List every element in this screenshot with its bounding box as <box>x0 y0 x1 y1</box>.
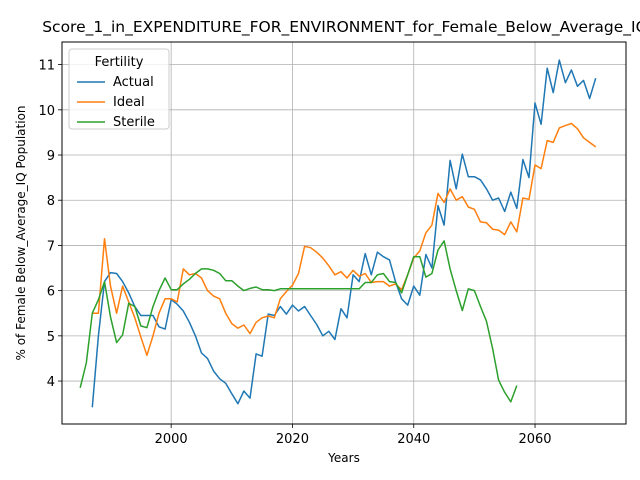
legend: Fertility Actual Ideal Sterile <box>68 48 170 130</box>
axis-ticks: 2000 2020 2040 2060 4 5 6 7 8 9 10 11 <box>38 59 551 447</box>
y-tick-label: 7 <box>47 239 55 254</box>
x-tick-label: 2060 <box>518 432 551 447</box>
legend-label-actual: Actual <box>113 75 154 90</box>
y-tick-label: 11 <box>38 59 55 74</box>
x-axis-label: Years <box>327 451 360 465</box>
y-tick-label: 8 <box>47 194 55 209</box>
y-tick-label: 6 <box>47 285 55 300</box>
series-line-actual <box>91 59 597 408</box>
legend-box <box>68 48 170 130</box>
series-line-ideal <box>92 122 597 357</box>
legend-label-sterile: Sterile <box>113 115 155 130</box>
x-tick-label: 2000 <box>155 432 188 447</box>
plot-area-frame <box>61 41 627 425</box>
y-axis-label: % of Female Below_Average_IQ Population <box>14 105 28 360</box>
y-tick-label: 5 <box>47 330 55 345</box>
series-lines <box>79 59 597 408</box>
y-tick-label: 9 <box>47 149 55 164</box>
y-tick-label: 4 <box>47 375 55 390</box>
series-line-sterile <box>79 240 518 403</box>
chart-title: Score_1_in_EXPENDITURE_FOR_ENVIRONMENT_f… <box>42 18 640 37</box>
legend-title: Fertility <box>95 55 144 70</box>
y-tick-label: 10 <box>38 104 55 119</box>
x-tick-label: 2040 <box>397 432 430 447</box>
x-tick-label: 2020 <box>276 432 309 447</box>
legend-label-ideal: Ideal <box>113 95 145 110</box>
